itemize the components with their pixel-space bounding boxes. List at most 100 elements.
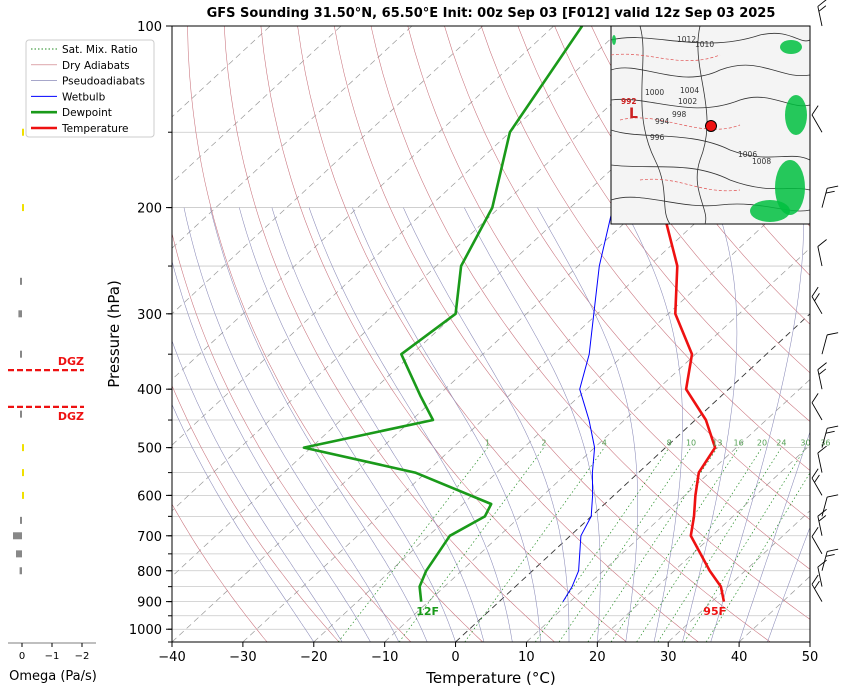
omega-bar — [13, 532, 22, 540]
wind-barb — [817, 508, 827, 536]
wind-barb — [817, 445, 827, 473]
wind-barb-feather — [817, 362, 827, 370]
wind-barb — [811, 393, 823, 421]
wind-barb — [811, 526, 823, 555]
legend-label: Dewpoint — [62, 107, 112, 119]
pseudoadiabat-line — [623, 207, 683, 642]
y-tick-label: 200 — [137, 202, 162, 217]
mixing-ratio-label: 16 — [734, 439, 744, 448]
surface-value-label: 12F — [416, 605, 439, 618]
pseudoadiabat-line — [172, 403, 315, 642]
dry-adiabat-line — [591, 26, 810, 325]
inset-isobar — [610, 64, 811, 78]
wind-barb-feather — [827, 185, 839, 189]
inset-isobar — [696, 25, 708, 225]
isotherm-line — [667, 510, 810, 642]
pseudoadiabat-line — [464, 207, 601, 642]
omega-tick-label: −2 — [75, 651, 90, 662]
wind-barb-feather — [811, 286, 819, 297]
dry-adiabat-line — [554, 26, 810, 374]
inset-precip-area — [775, 160, 805, 215]
wind-barb — [821, 548, 839, 571]
mixing-ratio-label: 1 — [485, 439, 490, 448]
wind-barb-feather — [817, 559, 827, 568]
wind-barb-feather — [827, 425, 839, 429]
y-tick-label: 300 — [137, 308, 162, 323]
wind-barb — [817, 239, 827, 267]
wind-barb — [821, 425, 839, 448]
x-tick-label: 10 — [518, 650, 535, 665]
pseudoadiabat-line — [537, 207, 638, 642]
omega-bar — [22, 128, 24, 136]
inset-map-label: 994 — [655, 117, 670, 126]
wind-barb-staff — [811, 477, 823, 496]
pseudoadiabat-line — [308, 207, 513, 642]
mixing-ratio-line — [337, 447, 488, 642]
y-tick-label: 900 — [137, 596, 162, 611]
wind-barbs — [811, 0, 839, 602]
pseudoadiabat-line — [403, 207, 570, 642]
wind-barb — [811, 105, 823, 133]
dry-adiabat-line — [172, 384, 340, 642]
y-tick-label: 1000 — [129, 623, 162, 638]
wind-barb-feather — [825, 430, 835, 434]
dry-adiabat-line — [370, 26, 810, 620]
wind-barb-feather — [817, 0, 827, 7]
wind-barb-staff — [821, 188, 828, 208]
dry-adiabat-line — [172, 503, 268, 642]
wind-barb-feather — [811, 526, 819, 537]
dry-adiabats — [172, 26, 810, 642]
chart-title: GFS Sounding 31.50°N, 65.50°E Init: 00z … — [207, 6, 776, 21]
series-wetbulb-line — [562, 131, 674, 602]
y-axis-label: Pressure (hPa) — [105, 280, 123, 388]
y-tick-label: 400 — [137, 383, 162, 398]
wind-barb — [821, 494, 839, 517]
inset-isobar — [639, 25, 671, 225]
inset-precip-area — [612, 35, 616, 45]
isotherm-line — [313, 182, 810, 642]
wind-barb-staff — [811, 114, 823, 133]
x-tick-label: 40 — [731, 650, 748, 665]
wind-barb-feather — [811, 574, 819, 585]
pseudoadiabat-line — [183, 207, 400, 642]
omega-bar — [22, 491, 24, 499]
mixing-ratio-label: 13 — [712, 439, 722, 448]
x-tick-label: 30 — [660, 650, 677, 665]
legend-label: Pseudoadiabats — [62, 76, 145, 88]
omega-bar — [18, 310, 22, 318]
x-tick-label: 0 — [451, 650, 459, 665]
dry-adiabat-line — [260, 26, 627, 642]
x-tick-label: −40 — [158, 650, 185, 665]
inset-map-label: 1012 — [677, 35, 696, 44]
legend-label: Wetbulb — [62, 91, 106, 103]
x-axis-label: Temperature (°C) — [425, 669, 555, 687]
pseudoadiabat-line — [738, 430, 810, 642]
inset-precip-area — [780, 40, 802, 54]
y-axis: 100 200 300 400 500 600 700 800 900 1000 — [129, 20, 172, 643]
isotherm-line — [455, 313, 810, 642]
dgz-label: DGZ — [58, 355, 84, 368]
wind-barb-feather — [827, 548, 839, 552]
x-tick-label: 50 — [802, 650, 819, 665]
wind-barb-staff — [821, 551, 828, 571]
wind-barb — [811, 286, 823, 315]
wind-barb-feather — [817, 445, 827, 454]
pseudoadiabat-line — [710, 207, 804, 642]
y-tick-label: 600 — [137, 489, 162, 504]
wind-barb — [811, 468, 823, 496]
dry-adiabat-line — [407, 26, 810, 570]
isotherm-line — [172, 26, 342, 184]
inset-map-label: 1010 — [695, 40, 714, 49]
wind-barb — [817, 362, 827, 390]
omega-tick-label: 0 — [19, 651, 25, 662]
mixing-ratio-label: 10 — [686, 439, 696, 448]
wind-barb-feather — [818, 515, 827, 522]
isotherm-line — [172, 26, 413, 249]
omega-bar — [22, 469, 24, 477]
mixing-ratio-label: 20 — [757, 439, 767, 448]
mixing-ratio-line — [587, 447, 718, 642]
wind-barb-staff — [817, 369, 823, 390]
legend-box — [25, 39, 155, 138]
y-tick-label: 100 — [137, 20, 162, 35]
wind-barb-feather — [814, 580, 820, 589]
